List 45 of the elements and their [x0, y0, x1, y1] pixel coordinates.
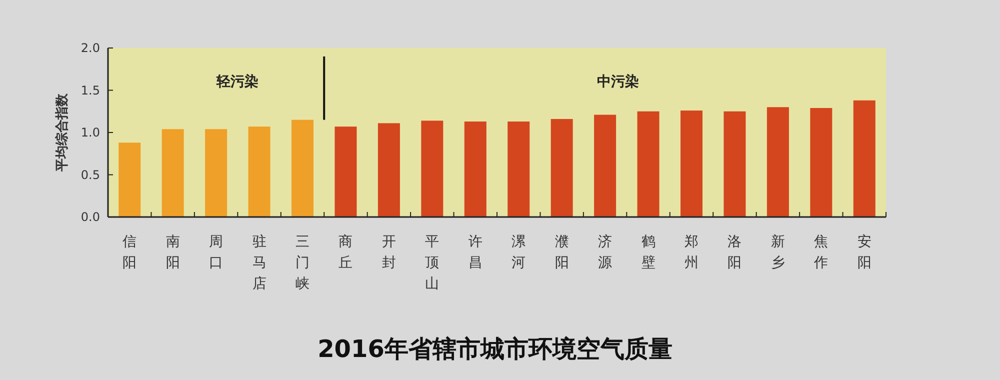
y-tick-label: 2.0 [80, 41, 100, 55]
x-tick-label: 新乡 [770, 234, 785, 271]
y-axis-title: 平均综合指数 [54, 92, 70, 172]
x-tick-label: 许昌 [468, 234, 482, 271]
y-tick-label: 1.5 [80, 83, 100, 98]
x-tick-label: 漯河 [512, 234, 526, 271]
x-tick-label: 濮阳 [554, 234, 569, 271]
x-tick-label: 信阳 [122, 234, 137, 271]
x-tick-label: 商丘 [338, 234, 353, 271]
bar [680, 110, 702, 217]
bar [550, 118, 573, 217]
x-tick-label: 三门峡 [296, 234, 310, 292]
y-tick-label: 0.0 [80, 210, 100, 224]
y-tick-label: 1.0 [80, 126, 100, 140]
x-tick-label: 周口 [209, 234, 224, 271]
bar [810, 108, 832, 217]
bar [248, 126, 270, 217]
bar [205, 129, 228, 217]
bar [378, 123, 400, 217]
x-tick-label: 南阳 [166, 234, 180, 271]
bar [637, 111, 660, 217]
bar [118, 142, 141, 217]
x-tick-label: 安阳 [857, 234, 872, 271]
x-tick-label: 焦作 [813, 234, 828, 271]
x-tick-label: 鹤壁 [641, 234, 656, 271]
bar [464, 122, 486, 217]
y-tick-label: 0.5 [80, 168, 100, 182]
x-tick-label: 开封 [382, 234, 396, 271]
bar [766, 107, 789, 217]
x-tick-label: 洛阳 [728, 234, 742, 271]
bar [724, 111, 746, 217]
bar [508, 122, 530, 217]
bar [292, 120, 314, 217]
annotation: 轻污染 [216, 73, 259, 90]
x-tick-label: 平顶山 [425, 234, 440, 292]
bar [853, 100, 876, 217]
annotation: 中污染 [597, 73, 640, 90]
bar [421, 120, 444, 217]
x-tick-label: 郑州 [684, 234, 698, 271]
x-tick-label: 济源 [598, 234, 612, 271]
x-tick-label: 驻马店 [252, 234, 266, 292]
bar [594, 114, 616, 217]
bar [162, 129, 184, 217]
text: 2016年省辖市城市环境空气质量 [318, 335, 672, 363]
bar [334, 126, 357, 217]
